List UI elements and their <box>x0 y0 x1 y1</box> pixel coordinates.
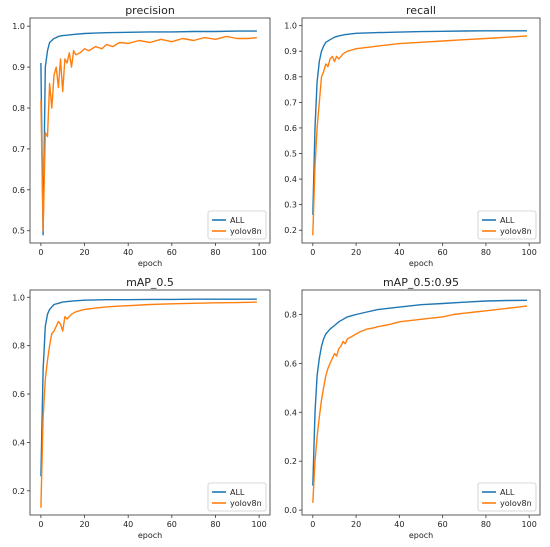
x-tick-label: 20 <box>79 520 89 529</box>
chart-title: precision <box>125 4 175 17</box>
plot-frame <box>301 289 541 516</box>
x-tick-label: 40 <box>394 248 404 257</box>
legend-box <box>207 482 267 512</box>
x-tick-label: 100 <box>522 248 537 257</box>
chart-panel-1: recall 0 20 40 60 80 100 0.2 0.3 0.4 0.5 0.6 0.7 0.8 0… <box>284 4 541 268</box>
legend-label: ALL <box>230 216 245 225</box>
y-tick-label: 0.5 <box>12 227 25 236</box>
x-tick-label: 60 <box>167 248 177 257</box>
y-tick-label: 0.3 <box>284 201 297 210</box>
y-tick-label: 0.8 <box>284 310 297 319</box>
legend-box <box>207 210 267 240</box>
legend-label: yolov8n <box>230 227 262 236</box>
y-tick-label: 0.2 <box>284 457 297 466</box>
legend-label: yolov8n <box>500 227 532 236</box>
x-tick-label: 80 <box>481 520 491 529</box>
plot-frame <box>29 289 271 516</box>
x-tick-label: 100 <box>522 520 537 529</box>
y-tick-label: 0.5 <box>284 150 297 159</box>
chart-title: mAP_0.5 <box>126 276 174 289</box>
y-tick-label: 0.4 <box>12 438 25 447</box>
x-tick-label: 80 <box>210 520 220 529</box>
y-tick-label: 0.8 <box>284 73 297 82</box>
y-tick-label: 0.8 <box>12 104 25 113</box>
x-axis-label: epoch <box>409 259 433 268</box>
y-tick-label: 1.0 <box>12 22 25 31</box>
chart-title: recall <box>406 4 436 17</box>
legend-box <box>477 482 537 512</box>
x-tick-label: 0 <box>38 248 43 257</box>
x-tick-label: 100 <box>251 248 266 257</box>
series-line-all <box>312 299 528 486</box>
legend-label: yolov8n <box>230 499 262 508</box>
x-tick-label: 40 <box>123 248 133 257</box>
chart-title: mAP_0.5:0.95 <box>383 276 459 289</box>
x-tick-label: 0 <box>38 520 43 529</box>
x-tick-label: 40 <box>394 520 404 529</box>
y-tick-label: 0.2 <box>12 487 25 496</box>
plot-frame <box>301 17 541 244</box>
series-line-yolov8n <box>312 35 528 236</box>
series-line-yolov8n <box>40 301 257 508</box>
y-tick-label: 0.6 <box>12 186 25 195</box>
chart-panel-0: precision 0 20 40 60 80 100 0.5 0.6 0.7 0.8 0.9 1.0 e… <box>12 4 271 268</box>
x-tick-label: 80 <box>481 248 491 257</box>
series-line-yolov8n <box>40 35 257 232</box>
y-tick-label: 1.0 <box>284 22 297 31</box>
series-line-all <box>40 30 257 236</box>
y-tick-label: 0.6 <box>12 390 25 399</box>
x-tick-label: 60 <box>438 520 448 529</box>
y-tick-label: 0.9 <box>284 47 297 56</box>
x-tick-label: 100 <box>251 520 266 529</box>
chart-panel-3: mAP_0.5:0.95 0 20 40 60 80 100 0.0 0.2 0.4 0.6 0.8 e… <box>284 276 541 540</box>
legend-label: ALL <box>230 488 245 497</box>
y-tick-label: 0.4 <box>284 175 297 184</box>
y-tick-label: 0.0 <box>284 506 297 515</box>
x-tick-label: 20 <box>79 248 89 257</box>
legend-box <box>477 210 537 240</box>
y-tick-label: 0.7 <box>12 145 25 154</box>
series-line-all <box>40 298 257 477</box>
plot-frame <box>29 17 271 244</box>
y-tick-label: 1.0 <box>12 293 25 302</box>
x-tick-label: 60 <box>438 248 448 257</box>
x-tick-label: 60 <box>167 520 177 529</box>
x-tick-label: 80 <box>210 248 220 257</box>
y-tick-label: 0.6 <box>284 124 297 133</box>
y-tick-label: 0.2 <box>284 226 297 235</box>
x-tick-label: 0 <box>310 520 315 529</box>
x-axis-label: epoch <box>138 531 162 540</box>
y-tick-label: 0.8 <box>12 342 25 351</box>
series-line-yolov8n <box>312 305 528 503</box>
legend-label: yolov8n <box>500 499 532 508</box>
x-axis-label: epoch <box>138 259 162 268</box>
x-axis-label: epoch <box>409 531 433 540</box>
legend-label: ALL <box>500 488 515 497</box>
x-tick-label: 20 <box>351 520 361 529</box>
x-tick-label: 0 <box>310 248 315 257</box>
chart-panel-2: mAP_0.5 0 20 40 60 80 100 0.2 0.4 0.6 0.8 1.0 epoch A… <box>12 276 271 540</box>
y-tick-label: 0.6 <box>284 359 297 368</box>
x-tick-label: 40 <box>123 520 133 529</box>
y-tick-label: 0.9 <box>12 63 25 72</box>
legend-label: ALL <box>500 216 515 225</box>
x-tick-label: 20 <box>351 248 361 257</box>
y-tick-label: 0.4 <box>284 408 297 417</box>
y-tick-label: 0.7 <box>284 98 297 107</box>
series-line-all <box>312 30 527 215</box>
